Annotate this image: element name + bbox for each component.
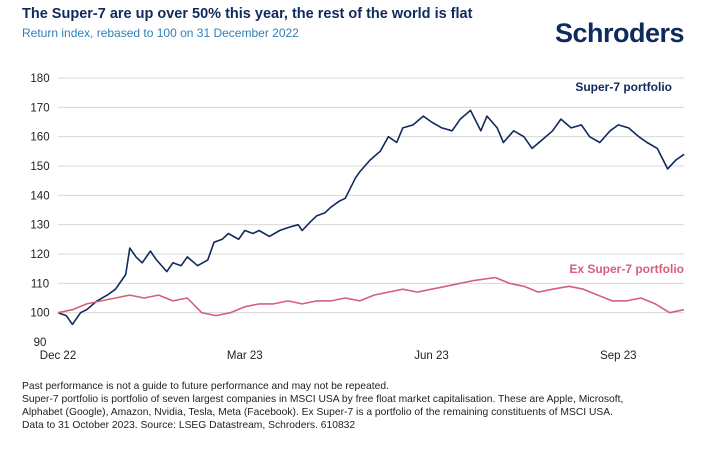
chart-title: The Super-7 are up over 50% this year, t… [22, 6, 473, 22]
y-axis-ticks: 90 100 110 120 130 140 150 160 170 180 [30, 73, 49, 349]
ex-super7-legend-label: Ex Super-7 portfolio [569, 262, 684, 276]
x-tick-label: Dec 22 [40, 350, 76, 362]
chart-subtitle: Return index, rebased to 100 on 31 Decem… [22, 26, 299, 40]
y-tick-label: 150 [30, 161, 49, 173]
footnote-line: Past performance is not a guide to futur… [22, 381, 389, 392]
chart-series [57, 109, 685, 326]
x-tick-label: Mar 23 [227, 350, 263, 362]
footnote-line: Data to 31 October 2023. Source: LSEG Da… [22, 420, 356, 431]
x-tick-label: Jun 23 [414, 350, 449, 362]
x-tick-label: Sep 23 [600, 350, 636, 362]
y-tick-label: 160 [30, 132, 49, 144]
y-tick-label: 100 [30, 308, 49, 320]
y-tick-label: 130 [30, 220, 49, 232]
y-tick-label: 170 [30, 102, 49, 114]
ex-super7-series-line [57, 276, 685, 317]
x-axis-ticks: Dec 22 Mar 23 Jun 23 Sep 23 [40, 350, 637, 362]
y-tick-label: 90 [34, 337, 47, 349]
y-tick-label: 120 [30, 249, 49, 261]
super7-legend-label: Super-7 portfolio [575, 80, 672, 94]
y-tick-label: 110 [31, 278, 49, 290]
y-tick-label: 140 [30, 190, 49, 202]
footnote-line: Alphabet (Google), Amazon, Nvidia, Tesla… [22, 407, 614, 418]
chart-grid [58, 77, 684, 314]
series-labels: Super-7 portfolio Ex Super-7 portfolio [569, 80, 684, 276]
y-tick-label: 180 [30, 73, 49, 85]
footnotes: Past performance is not a guide to futur… [22, 380, 682, 432]
footnote-line: Super-7 portfolio is portfolio of seven … [22, 394, 624, 405]
super7-series-line [57, 109, 685, 326]
schroders-logo: Schroders [554, 18, 685, 48]
